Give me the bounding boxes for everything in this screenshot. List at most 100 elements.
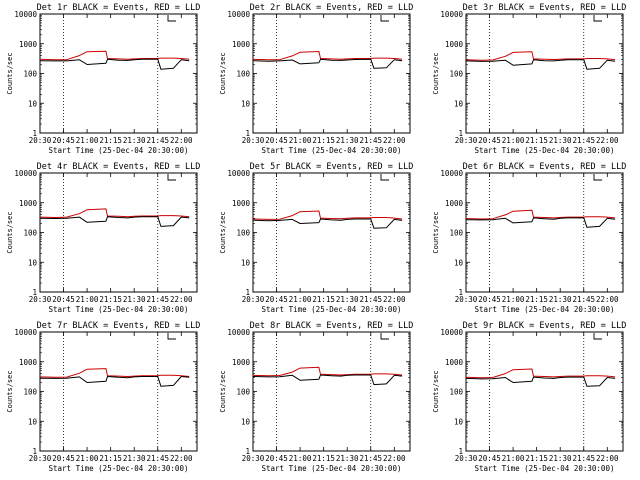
y-axis-label: Counts/sec <box>6 370 14 412</box>
y-tick-label: 10 <box>28 417 38 426</box>
x-tick-label: 21:45 <box>359 454 382 463</box>
y-tick-label: 1000 <box>445 40 464 49</box>
y-tick-label: 1000 <box>19 358 38 367</box>
detector-panel: Det 5r BLACK = Events, RED = LLD 1 10 100 10… <box>219 162 413 314</box>
x-tick-label: 21:30 <box>336 454 359 463</box>
y-tick-label: 100 <box>449 70 463 79</box>
x-tick-label: 22:00 <box>170 136 193 145</box>
x-tick-label: 21:45 <box>572 136 595 145</box>
lld-series-line <box>252 210 403 220</box>
y-tick-label: 100 <box>23 388 37 397</box>
events-series-line <box>465 376 616 387</box>
x-tick-label: 21:15 <box>312 295 335 304</box>
legend-marker <box>593 15 602 22</box>
detector-panel: Det 7r BLACK = Events, RED = LLD 1 10 100 10… <box>6 321 200 473</box>
x-tick-label: 20:30 <box>29 136 52 145</box>
x-tick-label: 21:00 <box>289 454 312 463</box>
y-tick-label: 10000 <box>227 169 250 178</box>
detector-panel: Det 3r BLACK = Events, RED = LLD 1 10 100 10… <box>432 3 626 155</box>
x-tick-label: 22:00 <box>383 295 406 304</box>
lld-series-line <box>465 368 616 379</box>
legend-marker <box>167 333 176 340</box>
y-tick-label: 1 <box>458 447 463 456</box>
detector-panel: Det 1r BLACK = Events, RED = LLD 1 10 100 10… <box>6 3 200 155</box>
y-axis-label: Counts/sec <box>432 211 440 253</box>
panel-title: Det 2r BLACK = Events, RED = LLD <box>250 3 414 13</box>
events-series-line <box>465 59 616 70</box>
y-tick-label: 1000 <box>232 358 251 367</box>
x-tick-label: 21:30 <box>123 136 146 145</box>
x-tick-label: 21:15 <box>525 136 548 145</box>
y-tick-label: 10 <box>241 417 251 426</box>
x-tick-label: 21:45 <box>359 136 382 145</box>
events-series-line <box>252 218 403 229</box>
x-tick-label: 21:15 <box>99 295 122 304</box>
x-tick-label: 21:00 <box>502 136 525 145</box>
y-axis-label: Counts/sec <box>432 52 440 94</box>
x-tick-label: 22:00 <box>170 295 193 304</box>
detector-panel: Det 9r BLACK = Events, RED = LLD 1 10 100 10… <box>432 321 626 473</box>
y-tick-label: 1 <box>458 288 463 297</box>
y-tick-label: 10000 <box>440 328 463 337</box>
legend-marker <box>167 15 176 22</box>
x-axis-label: Start Time (25-Dec-04 20:30:00) <box>49 146 189 155</box>
x-tick-label: 21:30 <box>336 136 359 145</box>
x-axis-label: Start Time (25-Dec-04 20:30:00) <box>262 305 402 314</box>
x-axis-label: Start Time (25-Dec-04 20:30:00) <box>262 464 402 473</box>
panel-title: Det 1r BLACK = Events, RED = LLD <box>37 3 201 13</box>
plot-frame <box>252 331 411 452</box>
y-tick-label: 10000 <box>440 10 463 19</box>
events-series-line <box>39 376 190 387</box>
x-tick-label: 20:30 <box>29 295 52 304</box>
panel-title: Det 9r BLACK = Events, RED = LLD <box>463 321 627 331</box>
y-tick-label: 1000 <box>232 199 251 208</box>
x-tick-label: 20:30 <box>242 136 265 145</box>
events-series-line <box>39 58 190 70</box>
plot-frame <box>465 331 624 452</box>
x-tick-label: 21:00 <box>76 454 99 463</box>
y-tick-label: 10 <box>454 99 464 108</box>
x-tick-label: 21:15 <box>312 136 335 145</box>
detector-panel: Det 4r BLACK = Events, RED = LLD 1 10 100 10… <box>6 162 200 314</box>
panel-title: Det 4r BLACK = Events, RED = LLD <box>37 162 201 172</box>
y-tick-label: 1 <box>32 129 37 138</box>
events-series-line <box>252 58 403 69</box>
events-series-line <box>465 217 616 228</box>
plot-frame <box>39 331 198 452</box>
x-tick-label: 21:15 <box>99 454 122 463</box>
y-tick-label: 10 <box>241 99 251 108</box>
legend-marker <box>380 174 389 181</box>
lld-series-line <box>465 209 616 220</box>
x-axis-label: Start Time (25-Dec-04 20:30:00) <box>475 305 615 314</box>
y-tick-label: 1000 <box>232 40 251 49</box>
x-axis-label: Start Time (25-Dec-04 20:30:00) <box>49 305 189 314</box>
x-axis-label: Start Time (25-Dec-04 20:30:00) <box>475 464 615 473</box>
plot-frame <box>39 172 198 293</box>
x-tick-label: 20:45 <box>478 454 501 463</box>
x-tick-label: 20:45 <box>265 454 288 463</box>
y-tick-label: 10 <box>454 417 464 426</box>
x-tick-label: 21:15 <box>312 454 335 463</box>
detector-panel: Det 2r BLACK = Events, RED = LLD 1 10 100 10… <box>219 3 413 155</box>
x-tick-label: 20:45 <box>52 454 75 463</box>
x-tick-label: 20:30 <box>242 295 265 304</box>
y-tick-label: 100 <box>449 229 463 238</box>
x-tick-label: 21:30 <box>549 454 572 463</box>
y-axis-label: Counts/sec <box>6 52 14 94</box>
x-tick-label: 22:00 <box>170 454 193 463</box>
lld-series-line <box>465 51 616 61</box>
x-tick-label: 21:45 <box>146 295 169 304</box>
y-tick-label: 1000 <box>19 40 38 49</box>
x-tick-label: 22:00 <box>383 454 406 463</box>
y-tick-label: 100 <box>236 70 250 79</box>
detector-panel: Det 6r BLACK = Events, RED = LLD 1 10 100 10… <box>432 162 626 314</box>
x-tick-label: 21:45 <box>572 454 595 463</box>
x-tick-label: 21:30 <box>549 295 572 304</box>
x-tick-label: 21:00 <box>76 136 99 145</box>
y-tick-label: 10000 <box>14 10 37 19</box>
y-tick-label: 100 <box>23 229 37 238</box>
y-tick-label: 1 <box>32 288 37 297</box>
y-tick-label: 10000 <box>227 10 250 19</box>
x-tick-label: 22:00 <box>596 136 619 145</box>
x-tick-label: 20:45 <box>265 136 288 145</box>
